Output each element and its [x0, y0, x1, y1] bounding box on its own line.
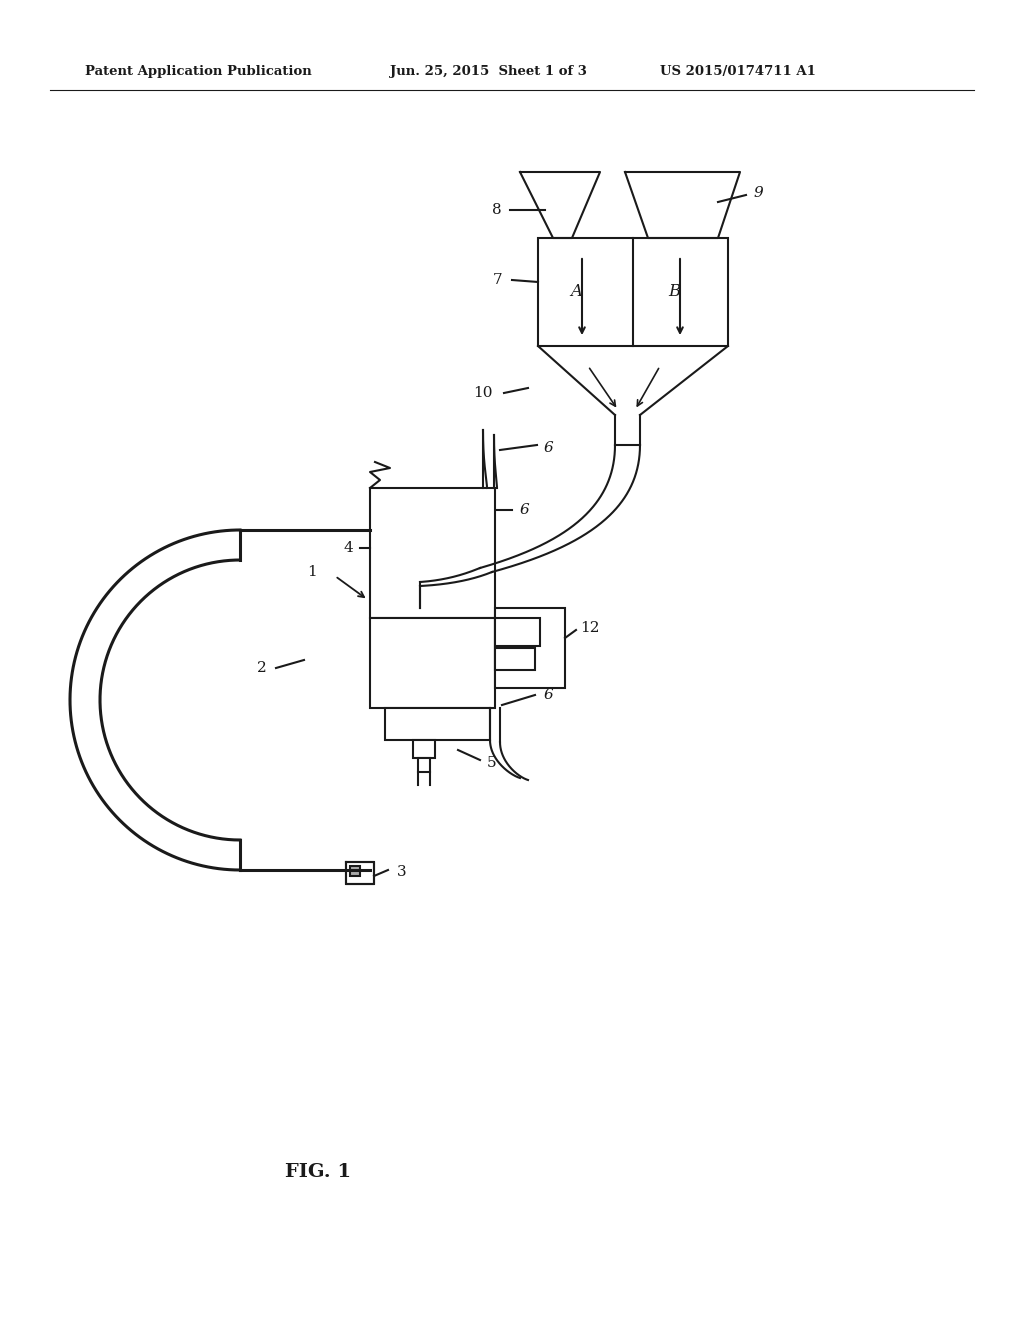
Bar	[538, 238, 728, 346]
Text: 8: 8	[493, 203, 502, 216]
Bar	[385, 708, 490, 741]
Bar	[495, 618, 540, 645]
Text: Patent Application Publication: Patent Application Publication	[85, 66, 311, 78]
Text: 6: 6	[543, 441, 553, 455]
Bar	[495, 609, 565, 688]
Bar	[370, 488, 495, 618]
Text: A: A	[570, 284, 582, 301]
Text: B: B	[668, 284, 680, 301]
Text: 2: 2	[257, 661, 267, 675]
Text: 4: 4	[343, 541, 353, 554]
Text: 6: 6	[543, 688, 553, 702]
Bar	[370, 618, 495, 708]
Text: 5: 5	[487, 756, 497, 770]
Text: 10: 10	[473, 385, 493, 400]
Text: 3: 3	[397, 865, 407, 879]
Text: FIG. 1: FIG. 1	[285, 1163, 351, 1181]
Text: 12: 12	[581, 620, 600, 635]
Bar	[346, 862, 374, 884]
Text: 9: 9	[753, 186, 763, 201]
Text: Jun. 25, 2015  Sheet 1 of 3: Jun. 25, 2015 Sheet 1 of 3	[390, 66, 587, 78]
Text: 7: 7	[494, 273, 503, 286]
Bar	[350, 866, 360, 876]
Text: US 2015/0174711 A1: US 2015/0174711 A1	[660, 66, 816, 78]
Text: 1: 1	[307, 565, 316, 579]
Bar	[413, 741, 435, 758]
Text: 6: 6	[519, 503, 528, 517]
Bar	[495, 648, 535, 671]
Bar	[418, 758, 430, 772]
